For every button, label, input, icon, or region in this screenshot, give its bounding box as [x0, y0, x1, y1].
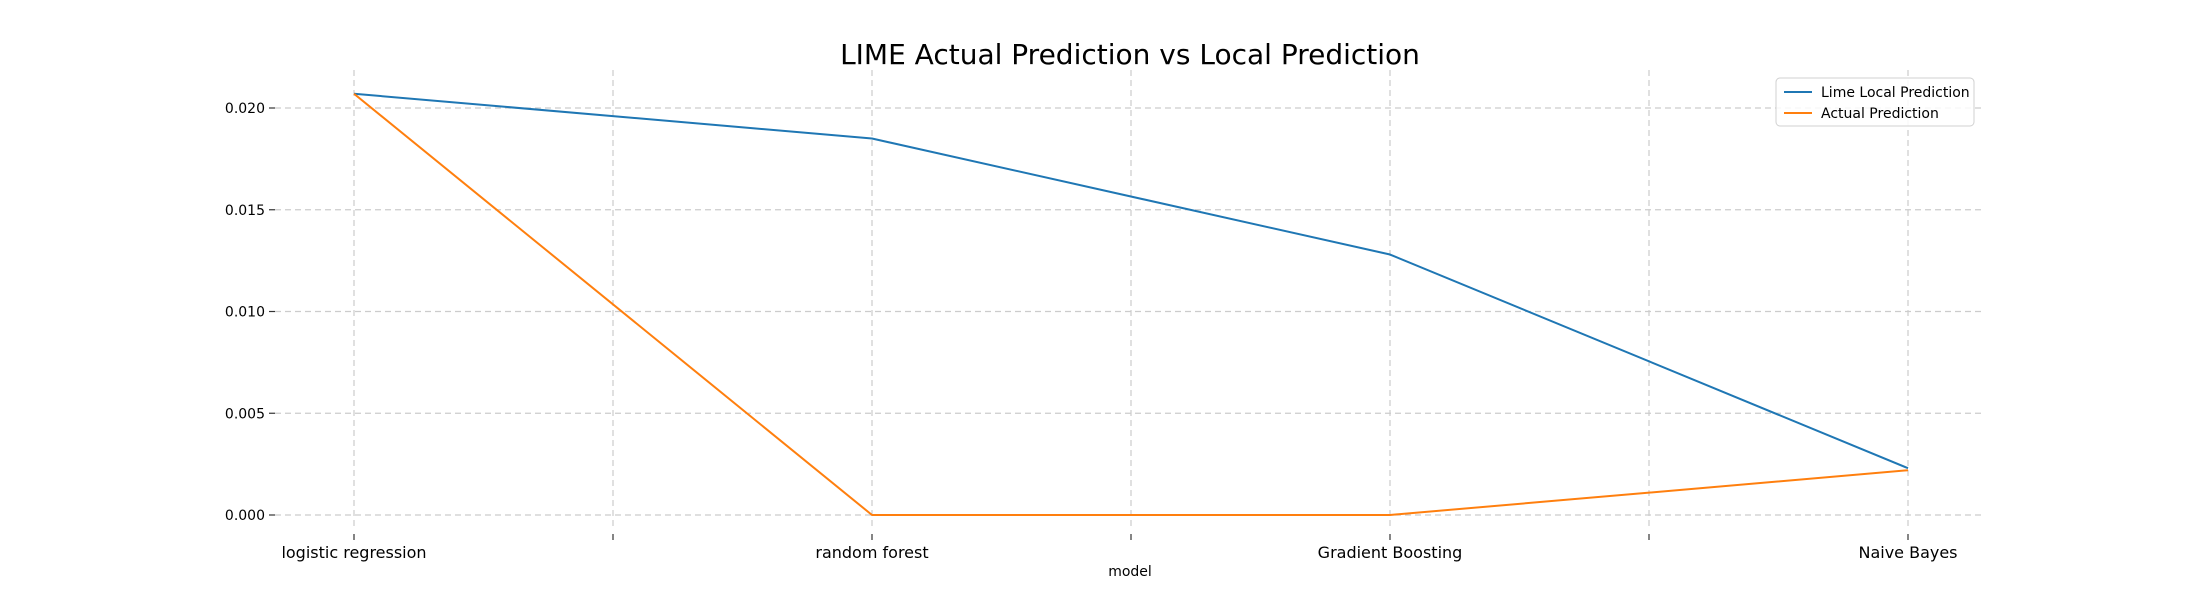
- x-axis-label: model: [1108, 564, 1152, 580]
- legend-box: [1775, 77, 1975, 127]
- y-tick-label: 0.005: [225, 406, 265, 422]
- x-tick-label: Gradient Boosting: [1318, 543, 1463, 562]
- legend-label: Actual Prediction: [1821, 106, 1939, 122]
- chart-title: LIME Actual Prediction vs Local Predicti…: [840, 38, 1420, 71]
- y-tick-label: 0.020: [225, 101, 265, 117]
- x-tick-label: Naive Bayes: [1858, 543, 1957, 562]
- series-line: [353, 92, 1909, 516]
- x-tick-label: logistic regression: [281, 543, 426, 562]
- series-lines: [353, 92, 1909, 516]
- legend: Lime Local Prediction Actual Prediction: [1775, 77, 1975, 127]
- axis-ticks: 0.000 0.005 0.010 0.015 0.020 logistic regres…: [225, 101, 1958, 562]
- x-tick-label: random forest: [815, 543, 928, 562]
- grid: [275, 70, 1985, 530]
- y-tick-label: 0.010: [225, 305, 265, 321]
- series-line: [353, 92, 1909, 470]
- y-tick-label: 0.000: [225, 508, 265, 524]
- legend-label: Lime Local Prediction: [1821, 85, 1970, 101]
- y-tick-label: 0.015: [225, 203, 265, 219]
